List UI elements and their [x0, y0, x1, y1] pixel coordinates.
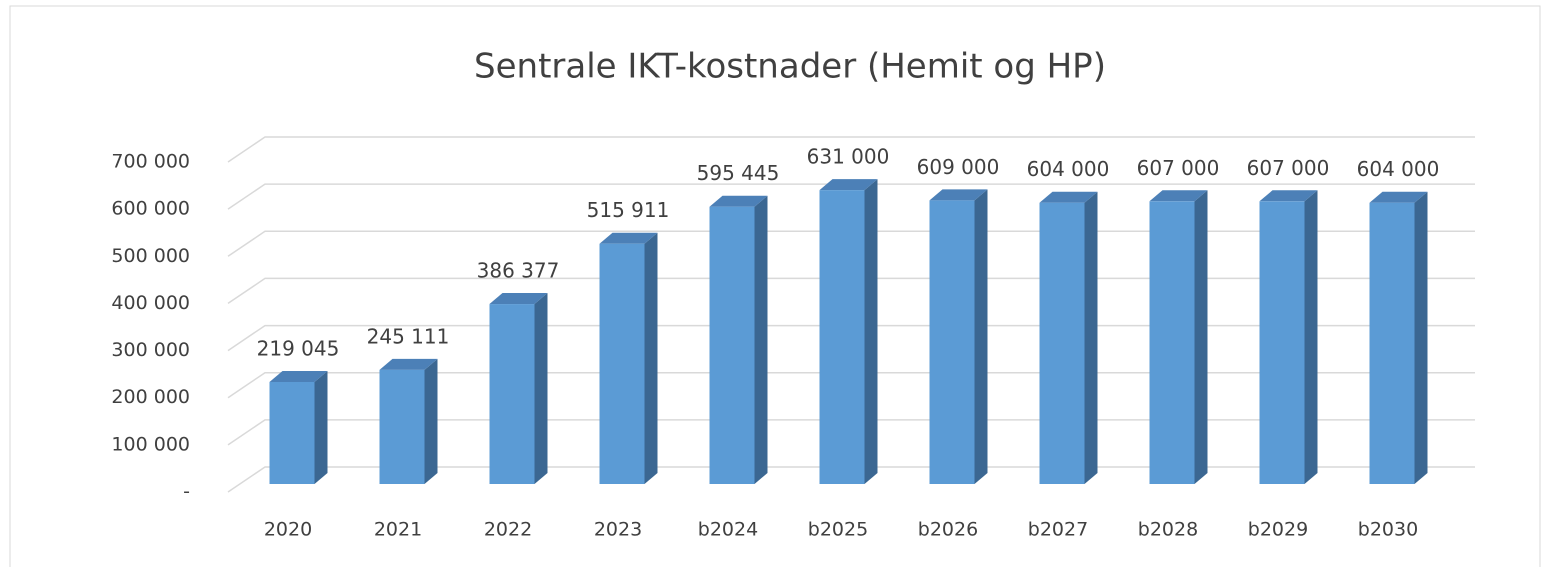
bar	[709, 206, 755, 485]
y-tick-label: 600 000	[111, 198, 190, 220]
x-tick-label: 2022	[484, 519, 532, 541]
value-label: 595 445	[697, 161, 780, 185]
bar-side	[1304, 190, 1318, 484]
bar	[1369, 202, 1415, 485]
x-tick-label: b2027	[1028, 519, 1088, 541]
bar-side	[1414, 191, 1428, 485]
x-tick-label: b2030	[1358, 519, 1418, 541]
bar	[1149, 201, 1195, 484]
x-tick-label: b2029	[1248, 519, 1308, 541]
x-tick-label: b2025	[808, 519, 868, 541]
value-label: 609 000	[917, 155, 1000, 179]
x-tick-label: b2024	[698, 519, 758, 541]
bar-side	[1194, 190, 1208, 484]
chart-title: Sentrale IKT-kostnader (Hemit og HP)	[474, 47, 1106, 87]
bar-top	[709, 195, 768, 207]
bar-top	[1369, 191, 1428, 203]
bar-side	[1084, 191, 1098, 485]
chart-border	[9, 5, 1541, 567]
bar-side	[974, 189, 988, 484]
bar	[1039, 202, 1085, 485]
bar-side	[864, 179, 878, 485]
value-label: 386 377	[477, 259, 560, 283]
bar	[379, 369, 425, 484]
y-tick-label: 300 000	[111, 339, 190, 361]
bar-top	[489, 293, 548, 305]
bar-side	[314, 370, 328, 484]
x-tick-label: 2023	[594, 519, 642, 541]
bar-top	[599, 232, 658, 244]
bar-side	[534, 293, 548, 484]
bar-top	[1149, 190, 1208, 202]
bar-top	[1039, 191, 1098, 203]
y-tick-label: -	[183, 481, 190, 503]
x-tick-label: 2020	[264, 519, 312, 541]
x-tick-label: 2021	[374, 519, 422, 541]
bar-side	[644, 232, 658, 484]
value-label: 604 000	[1027, 157, 1110, 181]
value-label: 604 000	[1357, 157, 1440, 181]
y-tick-label: 500 000	[111, 245, 190, 267]
bar-side	[754, 195, 768, 485]
bar	[489, 304, 535, 484]
grid-line	[227, 136, 1475, 163]
bar-top	[1259, 190, 1318, 202]
value-label: 631 000	[807, 145, 890, 169]
bar-side	[424, 358, 438, 484]
bar	[819, 190, 865, 485]
bar-top	[379, 358, 438, 370]
x-tick-label: b2026	[918, 519, 978, 541]
grid-line	[227, 183, 1475, 210]
bar	[269, 381, 315, 484]
bar	[599, 243, 645, 484]
value-label: 245 111	[367, 324, 450, 348]
x-tick-label: b2028	[1138, 519, 1198, 541]
value-label: 607 000	[1247, 156, 1330, 180]
bar-top	[269, 370, 328, 382]
bar-top	[819, 179, 878, 191]
bar	[1259, 201, 1305, 484]
bar	[929, 200, 975, 484]
y-tick-label: 100 000	[111, 433, 190, 455]
value-label: 219 045	[257, 336, 340, 360]
value-label: 607 000	[1137, 156, 1220, 180]
bar-top	[929, 189, 988, 201]
y-tick-label: 200 000	[111, 386, 190, 408]
value-label: 515 911	[587, 198, 670, 222]
y-tick-label: 400 000	[111, 292, 190, 314]
y-tick-label: 700 000	[111, 151, 190, 173]
